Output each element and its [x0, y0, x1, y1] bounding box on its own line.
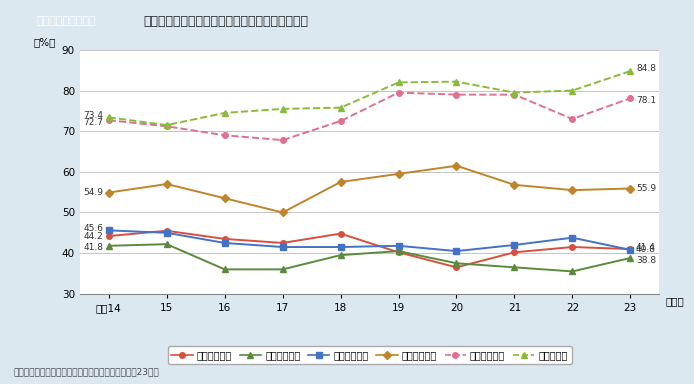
- ７０歳以上: [221, 111, 229, 115]
- ７０歳以上: [452, 79, 461, 84]
- Text: 45.6: 45.6: [83, 224, 103, 233]
- ２０～２９歳: [105, 234, 113, 238]
- ４０～４９歳: [452, 249, 461, 253]
- ２０～２９歳: [394, 250, 403, 255]
- Legend: ２０～２９歳, ３０～３９歳, ４０～４９歳, ５０～５９歳, ６０～６９歳, ７０歳以上: ２０～２９歳, ３０～３９歳, ４０～４９歳, ５０～５９歳, ６０～６９歳, …: [167, 346, 572, 364]
- ５０～５９歳: [510, 182, 518, 187]
- Text: 72.7: 72.7: [83, 118, 103, 127]
- Text: 73.4: 73.4: [83, 111, 103, 120]
- ５０～５９歳: [278, 210, 287, 215]
- ７０歳以上: [568, 88, 577, 93]
- ３０～３９歳: [568, 269, 577, 274]
- ２０～２９歳: [221, 237, 229, 241]
- Line: ７０歳以上: ７０歳以上: [106, 68, 633, 128]
- Line: ２０～２９歳: ２０～２９歳: [106, 228, 633, 270]
- ７０歳以上: [510, 90, 518, 95]
- Text: 図１－２－６－１３: 図１－２－６－１３: [36, 16, 96, 26]
- ６０～６９歳: [394, 90, 403, 95]
- ７０歳以上: [105, 115, 113, 120]
- Text: 54.9: 54.9: [83, 188, 103, 197]
- ５０～５９歳: [568, 188, 577, 192]
- ２０～２９歳: [510, 250, 518, 255]
- ３０～３９歳: [510, 265, 518, 270]
- ７０歳以上: [626, 69, 634, 73]
- ４０～４９歳: [626, 248, 634, 252]
- ５０～５９歳: [221, 196, 229, 200]
- Line: ３０～３９歳: ３０～３９歳: [106, 242, 633, 274]
- ６０～６９歳: [452, 92, 461, 97]
- ２０～２９歳: [626, 247, 634, 252]
- ４０～４９歳: [278, 245, 287, 249]
- ３０～３９歳: [452, 261, 461, 266]
- Text: 41.8: 41.8: [83, 243, 103, 252]
- Line: ５０～５９歳: ５０～５９歳: [106, 163, 633, 215]
- ６０～６９歳: [510, 92, 518, 97]
- ６０～６９歳: [221, 133, 229, 137]
- ４０～４９歳: [568, 235, 577, 240]
- ２０～２９歳: [337, 231, 345, 236]
- Text: 資料：内閣府「国民生活に関する世論調査」（平成23年）: 資料：内閣府「国民生活に関する世論調査」（平成23年）: [14, 367, 160, 376]
- ５０～５９歳: [452, 164, 461, 168]
- ３０～３９歳: [337, 253, 345, 257]
- ４０～４９歳: [337, 245, 345, 249]
- ２０～２９歳: [568, 245, 577, 249]
- ２０～２９歳: [162, 228, 171, 233]
- ６０～６９歳: [105, 118, 113, 122]
- ３０～３９歳: [394, 249, 403, 253]
- ５０～５９歳: [162, 182, 171, 186]
- Text: 41.4: 41.4: [636, 243, 656, 252]
- Line: ６０～６９歳: ６０～６９歳: [106, 90, 633, 143]
- Text: 78.1: 78.1: [636, 96, 656, 105]
- ４０～４９歳: [510, 243, 518, 247]
- ６０～６９歳: [626, 96, 634, 101]
- ３０～３９歳: [221, 267, 229, 272]
- ７０歳以上: [394, 80, 403, 85]
- Text: 生活を充実させて楽しむことを重視する人の割合: 生活を充実させて楽しむことを重視する人の割合: [143, 15, 308, 28]
- ３０～３９歳: [162, 242, 171, 247]
- ７０歳以上: [278, 106, 287, 111]
- ７０歳以上: [162, 123, 171, 127]
- ４０～４９歳: [162, 230, 171, 235]
- ２０～２９歳: [278, 241, 287, 245]
- Text: 38.8: 38.8: [636, 256, 656, 265]
- ５０～５９歳: [105, 190, 113, 195]
- ５０～５９歳: [394, 172, 403, 176]
- Text: （%）: （%）: [33, 38, 56, 48]
- Text: （年）: （年）: [665, 296, 684, 306]
- ４０～４９歳: [221, 241, 229, 245]
- ２０～２９歳: [452, 265, 461, 270]
- Text: 40.8: 40.8: [636, 245, 656, 253]
- Text: 84.8: 84.8: [636, 65, 656, 73]
- ３０～３９歳: [105, 243, 113, 248]
- Text: 55.9: 55.9: [636, 184, 656, 193]
- ６０～６９歳: [337, 119, 345, 123]
- ４０～４９歳: [105, 228, 113, 233]
- Line: ４０～４９歳: ４０～４９歳: [106, 228, 633, 254]
- ６０～６９歳: [568, 117, 577, 121]
- ６０～６９歳: [278, 138, 287, 142]
- ５０～５９歳: [626, 186, 634, 191]
- ３０～３９歳: [278, 267, 287, 272]
- ６０～６９歳: [162, 124, 171, 129]
- Text: 44.2: 44.2: [83, 232, 103, 240]
- ５０～５９歳: [337, 180, 345, 184]
- ４０～４９歳: [394, 243, 403, 248]
- ３０～３９歳: [626, 256, 634, 260]
- ７０歳以上: [337, 105, 345, 110]
